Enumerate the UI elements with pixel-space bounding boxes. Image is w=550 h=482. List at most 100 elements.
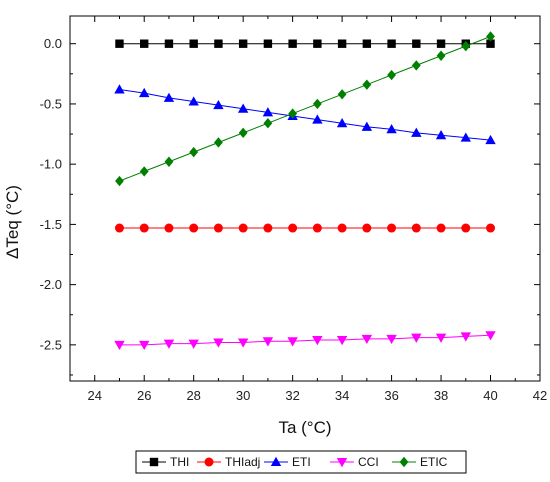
x-tick-label: 26: [137, 388, 151, 403]
data-point: [263, 39, 273, 48]
data-point: [362, 223, 372, 233]
axes: 24 26 28 30 32 34 36 38 40 42 0.0 -0.5 -1.0 -1.5 -2.0 -…: [40, 15, 547, 403]
data-point: [115, 175, 124, 187]
x-tick-label: 42: [533, 388, 547, 403]
y-tick-label: -0.5: [40, 96, 62, 111]
data-point: [139, 340, 150, 351]
data-point: [164, 39, 174, 48]
data-point: [411, 333, 422, 343]
legend-label: THIadj: [225, 455, 260, 469]
data-point: [213, 338, 224, 348]
data-point: [238, 39, 248, 48]
data-point: [214, 39, 223, 48]
data-point: [312, 98, 322, 110]
data-point: [188, 339, 199, 349]
data-point: [485, 331, 496, 341]
data-point: [312, 223, 322, 233]
data-point: [337, 39, 347, 48]
data-point: [312, 114, 323, 124]
legend-label: CCI: [358, 455, 379, 469]
data-point: [485, 134, 496, 145]
data-point: [213, 223, 223, 233]
data-point: [238, 223, 248, 233]
series-THI: [115, 39, 495, 48]
data-point: [139, 87, 150, 98]
data-point: [114, 340, 125, 351]
series-ETI: [114, 84, 496, 145]
data-point: [486, 31, 495, 42]
data-point: [163, 92, 175, 102]
data-point: [213, 99, 224, 110]
legend: THI THIadj ETI CCI ETIC: [135, 450, 467, 474]
data-point: [312, 336, 323, 346]
legend-marker: [399, 456, 409, 468]
data-point: [336, 118, 348, 128]
data-point: [436, 223, 446, 233]
legend-marker: [149, 457, 159, 467]
data-point: [313, 39, 322, 48]
data-point: [164, 223, 174, 233]
x-tick-label: 28: [186, 388, 200, 403]
data-point: [435, 333, 447, 343]
data-point: [412, 39, 421, 48]
x-axis-title: Ta (°C): [278, 418, 331, 437]
data-point: [214, 137, 223, 148]
data-point: [386, 124, 397, 134]
data-point: [288, 39, 297, 48]
data-point: [139, 223, 149, 233]
y-axis-title: ΔTeq (°C): [3, 185, 22, 259]
legend-marker: [270, 456, 282, 466]
data-point: [337, 89, 347, 100]
data-point: [238, 127, 248, 139]
data-point: [362, 39, 372, 48]
data-point: [188, 96, 199, 106]
data-point: [262, 337, 274, 347]
data-point: [362, 79, 372, 90]
data-point: [287, 337, 298, 347]
x-tick-label: 32: [285, 388, 299, 403]
data-point: [114, 223, 124, 233]
data-point: [337, 223, 347, 233]
data-point: [411, 127, 422, 137]
data-point: [189, 39, 198, 48]
data-point: [263, 118, 273, 129]
data-point: [386, 334, 397, 345]
legend-marker: [336, 458, 348, 468]
legend-marker: [204, 457, 214, 467]
x-tick-label: 40: [483, 388, 497, 403]
data-point: [387, 223, 397, 233]
y-tick-label: 0.0: [44, 36, 62, 51]
x-tick-label: 38: [434, 388, 448, 403]
data-point: [288, 108, 298, 119]
legend-label: ETI: [292, 455, 311, 469]
data-point: [237, 338, 249, 348]
data-point: [189, 146, 199, 158]
data-point: [114, 84, 125, 94]
data-point: [140, 39, 149, 48]
x-tick-label: 34: [335, 388, 349, 403]
data-point: [361, 334, 373, 345]
data-point: [486, 39, 495, 48]
y-tick-label: -2.0: [40, 277, 62, 292]
data-point: [460, 132, 471, 142]
data-point: [461, 40, 471, 52]
series-THIadj: [114, 223, 496, 233]
data-point: [139, 166, 149, 177]
data-point: [288, 223, 298, 233]
y-tick-label: -1.5: [40, 217, 62, 232]
legend-box: [135, 450, 467, 474]
data-point: [262, 107, 274, 117]
data-point: [411, 223, 421, 233]
data-point: [486, 223, 496, 233]
data-point: [189, 223, 199, 233]
x-tick-label: 36: [384, 388, 398, 403]
data-point: [163, 339, 175, 349]
data-point: [461, 223, 471, 233]
y-tick-label: -2.5: [40, 337, 62, 352]
series-line: [119, 88, 491, 141]
data-point: [435, 130, 447, 140]
data-point: [387, 39, 396, 48]
y-tick-label: -1.0: [40, 157, 62, 172]
data-point: [460, 332, 471, 342]
